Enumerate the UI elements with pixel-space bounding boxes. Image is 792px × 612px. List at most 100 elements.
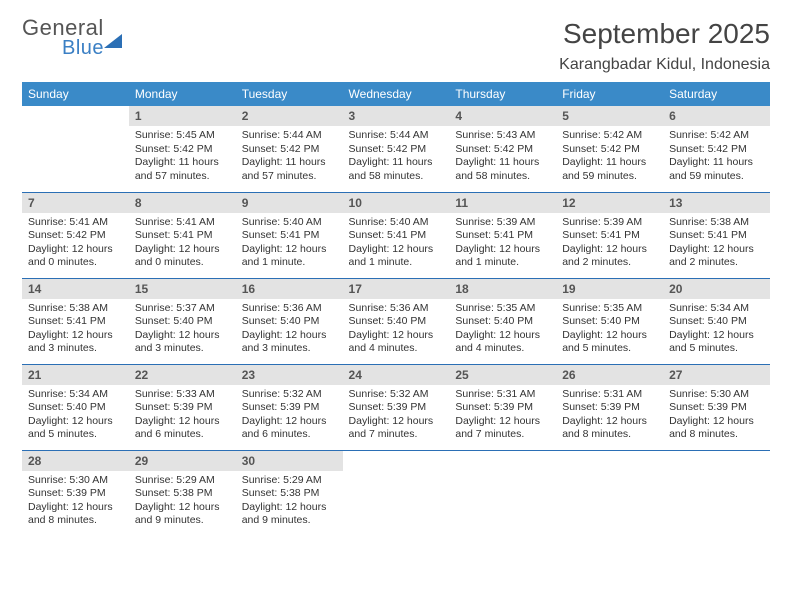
day-cell: 13Sunrise: 5:38 AMSunset: 5:41 PMDayligh… (663, 192, 770, 278)
sunset-line: Sunset: 5:39 PM (562, 401, 657, 415)
sunset-line: Sunset: 5:39 PM (28, 487, 123, 501)
day-cell: 7Sunrise: 5:41 AMSunset: 5:42 PMDaylight… (22, 192, 129, 278)
day-cell: 12Sunrise: 5:39 AMSunset: 5:41 PMDayligh… (556, 192, 663, 278)
sunrise-line: Sunrise: 5:30 AM (669, 388, 764, 402)
day-number: 19 (556, 279, 663, 299)
sunset-line: Sunset: 5:42 PM (28, 229, 123, 243)
day-number: 18 (449, 279, 556, 299)
sunset-line: Sunset: 5:39 PM (455, 401, 550, 415)
day-number: 12 (556, 193, 663, 213)
day-number: 16 (236, 279, 343, 299)
dow-header: Monday (129, 82, 236, 106)
day-cell: 20Sunrise: 5:34 AMSunset: 5:40 PMDayligh… (663, 278, 770, 364)
daylight-line: Daylight: 12 hours and 1 minute. (242, 243, 337, 270)
day-number: 26 (556, 365, 663, 385)
dow-header: Friday (556, 82, 663, 106)
day-cell: 10Sunrise: 5:40 AMSunset: 5:41 PMDayligh… (343, 192, 450, 278)
day-cell: 2Sunrise: 5:44 AMSunset: 5:42 PMDaylight… (236, 106, 343, 192)
sunset-line: Sunset: 5:41 PM (562, 229, 657, 243)
daylight-line: Daylight: 12 hours and 3 minutes. (242, 329, 337, 356)
dow-header: Sunday (22, 82, 129, 106)
daylight-line: Daylight: 12 hours and 5 minutes. (669, 329, 764, 356)
day-number: 29 (129, 451, 236, 471)
sunset-line: Sunset: 5:42 PM (455, 143, 550, 157)
sunrise-line: Sunrise: 5:34 AM (28, 388, 123, 402)
day-cell: 21Sunrise: 5:34 AMSunset: 5:40 PMDayligh… (22, 364, 129, 450)
day-number: 8 (129, 193, 236, 213)
sunrise-line: Sunrise: 5:36 AM (242, 302, 337, 316)
day-details: Sunrise: 5:29 AMSunset: 5:38 PMDaylight:… (129, 471, 236, 533)
sunrise-line: Sunrise: 5:29 AM (242, 474, 337, 488)
sunset-line: Sunset: 5:40 PM (135, 315, 230, 329)
day-number: 14 (22, 279, 129, 299)
day-cell (556, 450, 663, 536)
day-cell: 23Sunrise: 5:32 AMSunset: 5:39 PMDayligh… (236, 364, 343, 450)
brand-line1: General (22, 18, 104, 39)
day-cell: 22Sunrise: 5:33 AMSunset: 5:39 PMDayligh… (129, 364, 236, 450)
sunset-line: Sunset: 5:42 PM (242, 143, 337, 157)
daylight-line: Daylight: 12 hours and 9 minutes. (242, 501, 337, 528)
day-details: Sunrise: 5:38 AMSunset: 5:41 PMDaylight:… (22, 299, 129, 361)
day-cell (343, 450, 450, 536)
dow-header: Wednesday (343, 82, 450, 106)
daylight-line: Daylight: 11 hours and 59 minutes. (669, 156, 764, 183)
day-details: Sunrise: 5:42 AMSunset: 5:42 PMDaylight:… (663, 126, 770, 188)
sunset-line: Sunset: 5:41 PM (349, 229, 444, 243)
day-number: 7 (22, 193, 129, 213)
daylight-line: Daylight: 12 hours and 2 minutes. (669, 243, 764, 270)
day-cell: 14Sunrise: 5:38 AMSunset: 5:41 PMDayligh… (22, 278, 129, 364)
dow-header: Saturday (663, 82, 770, 106)
day-number: 5 (556, 106, 663, 126)
day-details: Sunrise: 5:42 AMSunset: 5:42 PMDaylight:… (556, 126, 663, 188)
sunrise-line: Sunrise: 5:42 AM (669, 129, 764, 143)
sunset-line: Sunset: 5:41 PM (28, 315, 123, 329)
day-details: Sunrise: 5:38 AMSunset: 5:41 PMDaylight:… (663, 213, 770, 275)
sunrise-line: Sunrise: 5:32 AM (242, 388, 337, 402)
day-cell: 26 Sunrise: 5:31 AMSunset: 5:39 PMDayligh… (556, 364, 663, 450)
daylight-line: Daylight: 12 hours and 0 minutes. (28, 243, 123, 270)
daylight-line: Daylight: 12 hours and 3 minutes. (135, 329, 230, 356)
daylight-line: Daylight: 12 hours and 8 minutes. (562, 415, 657, 442)
day-cell: 9Sunrise: 5:40 AMSunset: 5:41 PMDaylight… (236, 192, 343, 278)
sunrise-line: Sunrise: 5:31 AM (562, 388, 657, 402)
day-details: Sunrise: 5:32 AMSunset: 5:39 PMDaylight:… (236, 385, 343, 447)
sunset-line: Sunset: 5:40 PM (349, 315, 444, 329)
sunrise-line: Sunrise: 5:31 AM (455, 388, 550, 402)
day-details: Sunrise: 5:41 AMSunset: 5:42 PMDaylight:… (22, 213, 129, 275)
sunset-line: Sunset: 5:39 PM (242, 401, 337, 415)
sunrise-line: Sunrise: 5:29 AM (135, 474, 230, 488)
day-details: Sunrise: 5:33 AMSunset: 5:39 PMDaylight:… (129, 385, 236, 447)
sunrise-line: Sunrise: 5:30 AM (28, 474, 123, 488)
month-title: September 2025 (559, 18, 770, 50)
sunrise-line: Sunrise: 5:44 AM (349, 129, 444, 143)
day-cell: 24Sunrise: 5:32 AMSunset: 5:39 PMDayligh… (343, 364, 450, 450)
daylight-line: Daylight: 12 hours and 4 minutes. (455, 329, 550, 356)
sunset-line: Sunset: 5:38 PM (242, 487, 337, 501)
sunset-line: Sunset: 5:40 PM (242, 315, 337, 329)
day-cell: 11Sunrise: 5:39 AMSunset: 5:41 PMDayligh… (449, 192, 556, 278)
day-details: Sunrise: 5:43 AMSunset: 5:42 PMDaylight:… (449, 126, 556, 188)
day-details: Sunrise: 5:40 AMSunset: 5:41 PMDaylight:… (236, 213, 343, 275)
daylight-line: Daylight: 12 hours and 8 minutes. (669, 415, 764, 442)
day-number: 27 (663, 365, 770, 385)
day-details: Sunrise: 5:34 AMSunset: 5:40 PMDaylight:… (663, 299, 770, 361)
sunset-line: Sunset: 5:38 PM (135, 487, 230, 501)
day-number: 9 (236, 193, 343, 213)
day-cell: 5Sunrise: 5:42 AMSunset: 5:42 PMDaylight… (556, 106, 663, 192)
sunrise-line: Sunrise: 5:33 AM (135, 388, 230, 402)
day-details: Sunrise: 5:35 AMSunset: 5:40 PMDaylight:… (449, 299, 556, 361)
day-details: Sunrise: 5:29 AMSunset: 5:38 PMDaylight:… (236, 471, 343, 533)
day-details: Sunrise: 5:30 AMSunset: 5:39 PMDaylight:… (22, 471, 129, 533)
daylight-line: Daylight: 12 hours and 7 minutes. (455, 415, 550, 442)
day-number: 25 (449, 365, 556, 385)
day-details: Sunrise: 5:44 AMSunset: 5:42 PMDaylight:… (343, 126, 450, 188)
day-cell: 17Sunrise: 5:36 AMSunset: 5:40 PMDayligh… (343, 278, 450, 364)
brand-logo: General Blue (22, 18, 122, 58)
day-cell: 16 Sunrise: 5:36 AMSunset: 5:40 PMDayligh… (236, 278, 343, 364)
day-details: Sunrise: 5:39 AMSunset: 5:41 PMDaylight:… (556, 213, 663, 275)
day-cell: 29Sunrise: 5:29 AMSunset: 5:38 PMDayligh… (129, 450, 236, 536)
daylight-line: Daylight: 11 hours and 57 minutes. (135, 156, 230, 183)
daylight-line: Daylight: 11 hours and 59 minutes. (562, 156, 657, 183)
day-cell: 1Sunrise: 5:45 AMSunset: 5:42 PMDaylight… (129, 106, 236, 192)
sunset-line: Sunset: 5:39 PM (669, 401, 764, 415)
